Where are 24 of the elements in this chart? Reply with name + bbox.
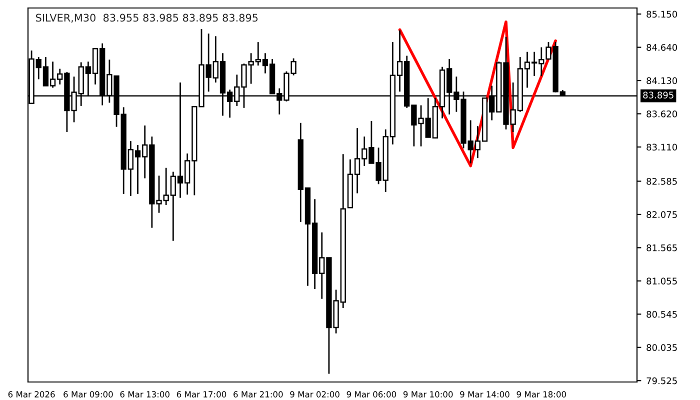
y-tick-label: 80.545 [646, 310, 677, 318]
ref-line-label: 83.895 [643, 92, 674, 98]
chart-title: SILVER,M30 83.955 83.985 83.895 83.895 [36, 14, 258, 23]
y-tick-label: 81.055 [646, 278, 677, 284]
y-tick-label: 83.620 [646, 110, 678, 118]
y-tick-label: 85.150 [646, 10, 678, 18]
y-tick-label: 80.035 [646, 344, 677, 351]
y-tick-label: 82.585 [646, 178, 677, 185]
y-tick-label: 84.640 [646, 44, 678, 51]
y-tick-label: 79.525 [646, 377, 677, 384]
y-tick-label: 81.565 [646, 244, 677, 252]
x-tick-label: 9 Mar 18:00 [516, 391, 566, 398]
x-tick-label: 6 Mar 17:00 [176, 391, 226, 398]
x-tick-label: 6 Mar 09:00 [64, 391, 113, 398]
x-tick-label: 6 Mar 13:00 [120, 391, 170, 398]
y-tick-label: 84.130 [646, 77, 678, 84]
y-tick-label: 83.110 [646, 144, 678, 151]
y-tick-label: 82.075 [646, 211, 677, 218]
x-tick-label: 9 Mar 06:00 [346, 391, 396, 398]
x-tick-label: 9 Mar 10:00 [403, 391, 453, 398]
x-tick-label: 9 Mar 14:00 [460, 391, 510, 398]
x-tick-label: 6 Mar 2026 [8, 391, 55, 398]
x-tick-label: 9 Mar 02:00 [290, 391, 340, 398]
x-tick-label: 6 Mar 21:00 [234, 391, 283, 398]
